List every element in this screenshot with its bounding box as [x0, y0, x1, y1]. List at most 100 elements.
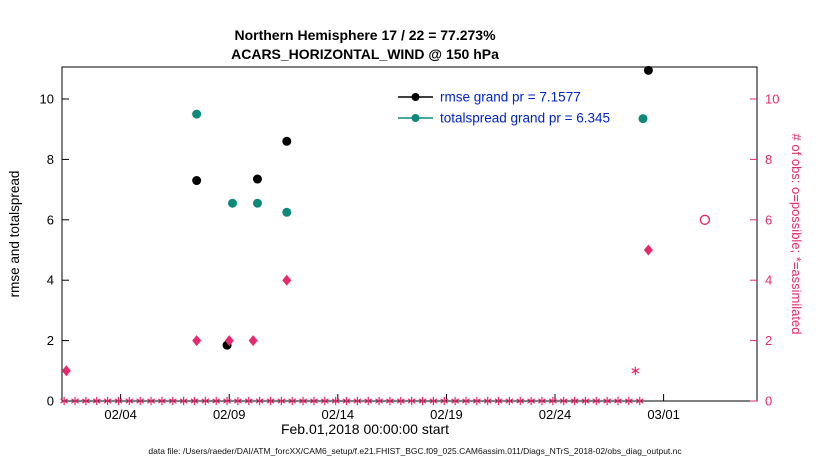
- data-point-asterisk: [559, 398, 568, 404]
- plot-box: [61, 66, 758, 402]
- data-point-asterisk: [244, 398, 253, 404]
- data-point-asterisk: [81, 398, 90, 404]
- data-point-asterisk: [71, 398, 79, 404]
- data-point-asterisk: [353, 398, 362, 404]
- left-tick-label: 0: [47, 394, 54, 409]
- data-point-dot: [252, 174, 262, 184]
- data-point-asterisk: [266, 398, 275, 404]
- data-point-asterisk: [223, 398, 232, 404]
- chart-title-line1: Northern Hemisphere 17 / 22 = 77.273%: [234, 27, 496, 43]
- data-point-asterisk: [494, 398, 503, 404]
- data-point-asterisk: [277, 398, 286, 404]
- x-tick-label: 03/01: [647, 407, 680, 422]
- data-point-asterisk: [320, 398, 329, 404]
- data-point-diamond: [282, 274, 292, 286]
- right-tick-label: 8: [765, 152, 772, 167]
- y-axis-right-label: # of obs: o=possible; *=assimilated: [789, 134, 804, 335]
- data-point-asterisk: [462, 398, 470, 404]
- data-point-open-circle: [699, 214, 711, 226]
- data-point-dot: [192, 176, 202, 186]
- data-point-asterisk: [233, 398, 242, 404]
- data-point-asterisk: [635, 398, 644, 404]
- data-point-asterisk: [92, 398, 101, 404]
- left-tick-label: 8: [47, 152, 54, 167]
- x-tick-label: 02/14: [322, 407, 355, 422]
- data-point-dot: [638, 114, 648, 124]
- data-point-asterisk: [451, 398, 460, 404]
- data-point-asterisk: [538, 398, 546, 404]
- data-point-asterisk: [516, 398, 525, 404]
- data-point-asterisk: [407, 398, 416, 404]
- left-tick-label: 6: [47, 212, 54, 227]
- data-point-asterisk: [157, 398, 166, 404]
- data-point-asterisk: [212, 398, 221, 404]
- data-point-asterisk: [179, 398, 188, 404]
- data-point-asterisk: [505, 398, 514, 404]
- data-point-asterisk: [331, 398, 340, 404]
- left-tick-label: 4: [47, 273, 54, 288]
- data-point-asterisk: [614, 398, 622, 404]
- data-point-asterisk: [201, 398, 210, 404]
- data-point-diamond: [192, 335, 202, 347]
- right-tick-label: 6: [765, 212, 772, 227]
- data-point-asterisk: [581, 398, 590, 404]
- data-point-asterisk: [168, 398, 177, 404]
- data-point-dot: [252, 198, 262, 208]
- data-point-dot: [192, 109, 202, 119]
- data-point-diamond: [61, 365, 71, 377]
- chart-title-line2: ACARS_HORIZONTAL_WIND @ 150 hPa: [231, 46, 499, 62]
- data-point-asterisk: [255, 398, 264, 404]
- data-point-dot: [282, 207, 292, 217]
- data-point-asterisk: [592, 398, 601, 404]
- data-point-asterisk: [136, 398, 145, 404]
- left-tick-label: 10: [40, 92, 54, 107]
- left-tick-label: 2: [47, 333, 54, 348]
- data-point-asterisk: [548, 398, 557, 404]
- data-point-dot: [227, 198, 237, 208]
- chart-title: Northern Hemisphere 17 / 22 = 77.273% AC…: [0, 26, 730, 64]
- data-point-dot: [643, 65, 653, 75]
- data-point-diamond: [643, 244, 653, 256]
- right-tick-label: 4: [765, 273, 772, 288]
- data-point-asterisk: [483, 398, 492, 404]
- data-point-asterisk: [527, 398, 536, 404]
- data-file-caption: data file: /Users/raeder/DAI/ATM_forcXX/…: [148, 446, 682, 456]
- legend-marker: [411, 114, 420, 122]
- data-point-asterisk: [386, 398, 394, 404]
- right-tick-label: 10: [765, 92, 779, 107]
- data-point-asterisk: [364, 398, 373, 404]
- data-point-asterisk: [418, 398, 427, 404]
- data-point-asterisk: [288, 398, 297, 404]
- data-point-asterisk: [429, 398, 438, 404]
- data-point-asterisk: [472, 398, 481, 404]
- data-point-asterisk: [299, 398, 308, 404]
- data-point-asterisk: [190, 398, 199, 404]
- legend-marker: [411, 93, 420, 101]
- x-tick-label: 02/09: [213, 407, 246, 422]
- data-point-asterisk: [440, 398, 449, 404]
- data-point-asterisk: [570, 398, 579, 404]
- right-tick-label: 2: [765, 333, 772, 348]
- legend-label: totalspread grand pr = 6.345: [440, 111, 610, 126]
- data-point-diamond: [224, 335, 234, 347]
- x-tick-label: 02/04: [104, 407, 137, 422]
- legend-label: rmse grand pr = 7.1577: [440, 90, 581, 105]
- data-point-asterisk: [114, 398, 123, 404]
- data-point-dot: [282, 136, 292, 146]
- data-point-asterisk: [603, 398, 612, 404]
- data-point-asterisk: [60, 398, 69, 404]
- x-tick-label: 02/19: [430, 407, 463, 422]
- data-point-asterisk: [396, 398, 405, 404]
- data-point-asterisk: [125, 398, 134, 404]
- right-tick-label: 0: [765, 394, 772, 409]
- data-point-asterisk: [624, 398, 633, 404]
- data-point-asterisk: [147, 398, 155, 404]
- data-point-diamond: [248, 335, 258, 347]
- data-point-asterisk: [309, 398, 318, 404]
- x-tick-label: 02/24: [539, 407, 572, 422]
- data-point-asterisk: [342, 398, 351, 404]
- data-point-asterisk: [375, 398, 384, 404]
- data-point-asterisk: [631, 368, 640, 374]
